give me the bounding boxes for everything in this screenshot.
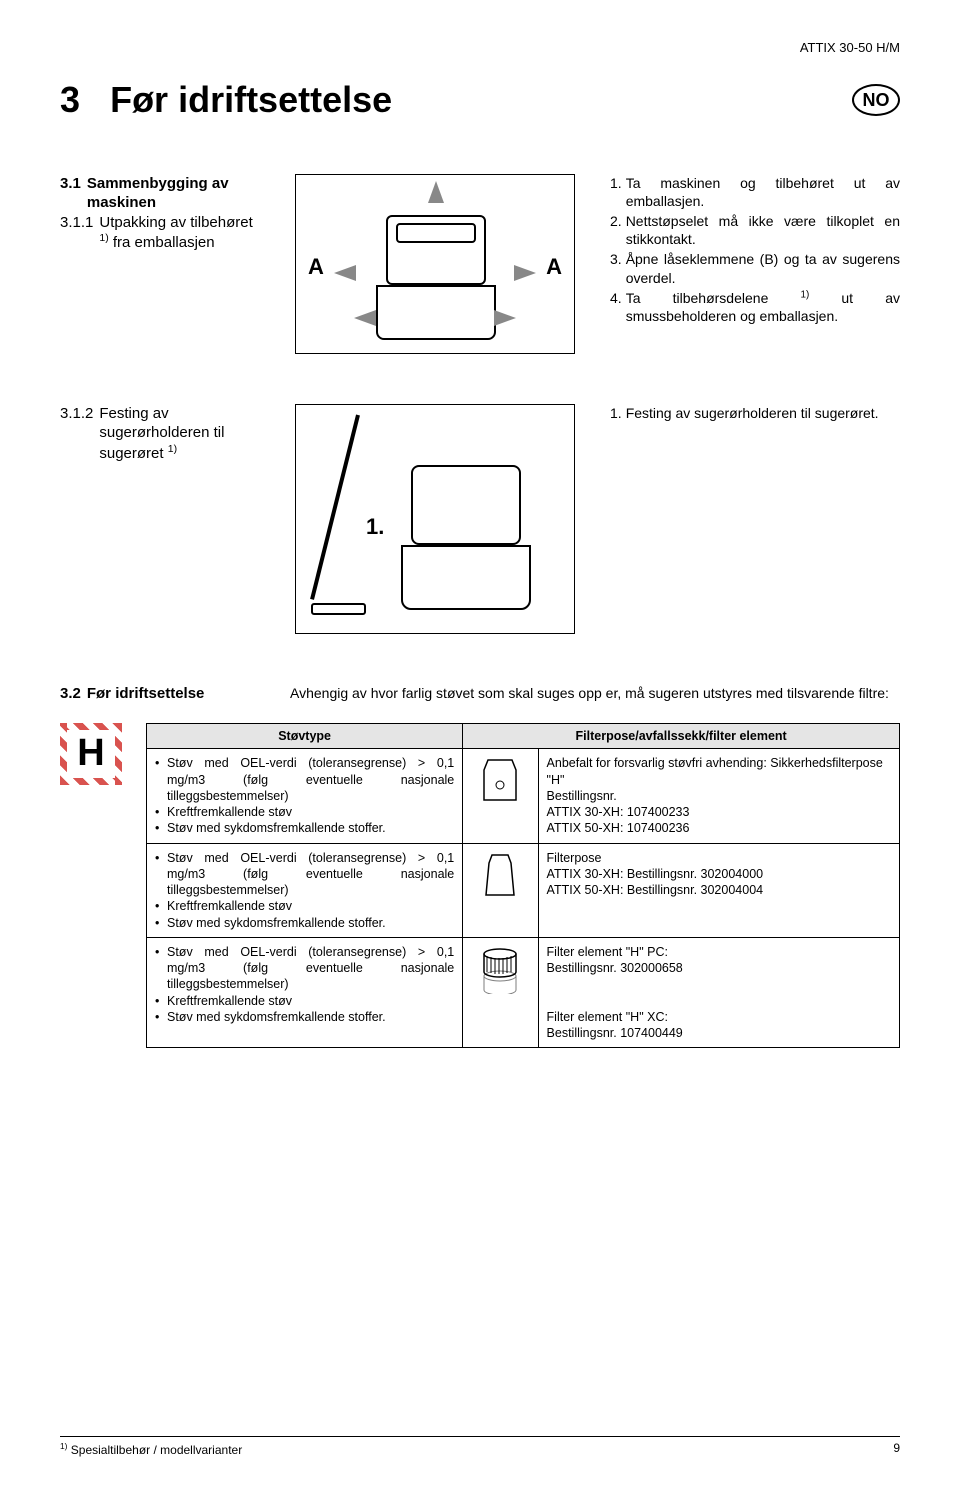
heading-3-1-1: 3.1.1 Utpakking av tilbehøret 1) fra emb… — [60, 213, 260, 253]
h311-a: Utpakking av tilbehøret — [99, 214, 252, 231]
icon-cell-3 — [463, 937, 538, 1048]
d2-0: Støv med OEL-verdi (toleransegrense) > 0… — [155, 850, 454, 899]
filter-text-1: Anbefalt for forsvarlig støvfri avhendin… — [538, 749, 899, 843]
d2-2: Støv med sykdomsfremkallende stoffer. — [155, 915, 454, 931]
icon-cell-2 — [463, 843, 538, 937]
filter-cartridge-icon — [480, 944, 520, 994]
h312-text: Festing av sugerørholderen til sugerøret… — [99, 404, 260, 464]
s311-1n: 1. — [610, 174, 622, 210]
title-number: 3 — [60, 79, 80, 120]
d3-0: Støv med OEL-verdi (toleransegrense) > 0… — [155, 944, 454, 993]
figure-tube-holder: 1. 2. 3. — [295, 404, 575, 634]
s311-2t: Nettstøpselet må ikke være tilkoplet en … — [626, 212, 900, 248]
intro-3-2: Avhengig av hvor farlig støvet som skal … — [290, 684, 900, 704]
title-text: Før idriftsettelse — [110, 79, 392, 120]
h312-num: 3.1.2 — [60, 404, 93, 464]
heading-3-1: 3.1 Sammenbygging av maskinen — [60, 174, 260, 213]
figure-unpacking: A A — [295, 174, 575, 354]
filter-text-2: Filterpose ATTIX 30-XH: Bestillingsnr. 3… — [538, 843, 899, 937]
h32-text: Før idriftsettelse — [87, 684, 205, 704]
dust-list-2: Støv med OEL-verdi (toleransegrense) > 0… — [155, 850, 454, 931]
icon-cell-1 — [463, 749, 538, 843]
heading-3-1-1-num: 3.1.1 — [60, 213, 93, 253]
h32-num: 3.2 — [60, 684, 81, 704]
fig1-label-a-left: A — [308, 253, 324, 282]
page-title: 3 Før idriftsettelse — [60, 77, 392, 124]
s311-4s: 1) — [801, 289, 810, 300]
filter-bag-icon — [480, 850, 520, 900]
h311-sup: 1) — [99, 232, 108, 244]
heading-3-1-num: 3.1 — [60, 174, 81, 213]
th-dust-type: Støvtype — [147, 724, 463, 749]
country-badge: NO — [852, 84, 900, 116]
d2-1: Kreftfremkallende støv — [155, 898, 454, 914]
d1-2: Støv med sykdomsfremkallende stoffer. — [155, 820, 454, 836]
dust-list-3: Støv med OEL-verdi (toleransegrense) > 0… — [155, 944, 454, 1025]
s312-1n: 1. — [610, 404, 622, 422]
hazard-h-badge: H — [60, 723, 122, 785]
hazard-h-letter: H — [77, 729, 104, 778]
d3-1: Kreftfremkallende støv — [155, 993, 454, 1009]
h312-a: Festing av sugerørholderen til sugerøret — [99, 405, 224, 462]
heading-3-1-text: Sammenbygging av maskinen — [87, 174, 260, 213]
page-number: 9 — [893, 1441, 900, 1459]
heading-3-2: 3.2 Før idriftsettelse — [60, 684, 260, 704]
h311-b: fra emballasjen — [109, 234, 215, 251]
s311-3n: 3. — [610, 250, 622, 286]
fig2-l1: 1. — [366, 513, 384, 542]
s311-4n: 4. — [610, 289, 622, 325]
steps-3-1-1: 1.Ta maskinen og tilbehøret ut av emball… — [610, 174, 900, 326]
dust-filter-table: Støvtype Filterpose/avfallssekk/filter e… — [146, 723, 900, 1048]
s311-3t: Åpne låseklemmene (B) og ta av sugerens … — [626, 250, 900, 286]
d1-1: Kreftfremkallende støv — [155, 804, 454, 820]
steps-3-1-2: 1.Festing av sugerørholderen til sugerør… — [610, 404, 900, 422]
dust-list-1: Støv med OEL-verdi (toleransegrense) > 0… — [155, 755, 454, 836]
footnote: 1) Spesialtilbehør / modellvarianter — [60, 1441, 242, 1459]
filter-bag-icon — [480, 755, 520, 805]
table-row: Støv med OEL-verdi (toleransegrense) > 0… — [147, 843, 900, 937]
page-footer: 1) Spesialtilbehør / modellvarianter 9 — [60, 1436, 900, 1459]
h312-sup: 1) — [168, 443, 177, 455]
d3-2: Støv med sykdomsfremkallende stoffer. — [155, 1009, 454, 1025]
s311-4t: Ta tilbehørsdelene 1) ut av smussbeholde… — [626, 289, 900, 325]
th-filter: Filterpose/avfallssekk/filter element — [463, 724, 900, 749]
s311-1t: Ta maskinen og tilbehøret ut av emballas… — [626, 174, 900, 210]
s311-4a: Ta tilbehørsdelene — [626, 290, 801, 306]
heading-3-1-1-text: Utpakking av tilbehøret 1) fra emballasj… — [99, 213, 260, 253]
s311-2n: 2. — [610, 212, 622, 248]
table-row: Støv med OEL-verdi (toleransegrense) > 0… — [147, 937, 900, 1048]
table-row: Støv med OEL-verdi (toleransegrense) > 0… — [147, 749, 900, 843]
heading-3-1-2: 3.1.2 Festing av sugerørholderen til sug… — [60, 404, 260, 464]
filter-text-3: Filter element "H" PC: Bestillingsnr. 30… — [538, 937, 899, 1048]
footnote-text: Spesialtilbehør / modellvarianter — [67, 1443, 242, 1457]
document-model-header: ATTIX 30-50 H/M — [60, 40, 900, 57]
d1-0: Støv med OEL-verdi (toleransegrense) > 0… — [155, 755, 454, 804]
s312-1t: Festing av sugerørholderen til sugerøret… — [626, 404, 900, 422]
fig1-label-a-right: A — [546, 253, 562, 282]
